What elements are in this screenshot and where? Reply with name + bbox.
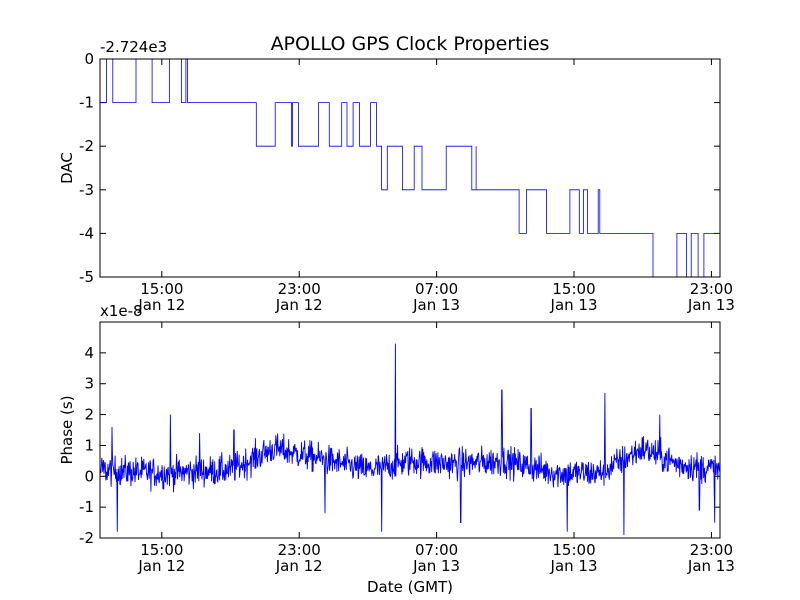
dac-plot-frame <box>99 58 721 278</box>
phase-y-axis-label: Phase (s) <box>58 395 76 464</box>
phase-x-tick-date: Jan 13 <box>550 557 598 575</box>
chart-title: APOLLO GPS Clock Properties <box>271 33 550 55</box>
dac-x-tick-date: Jan 13 <box>550 296 598 314</box>
dac-x-tick-date: Jan 13 <box>687 296 735 314</box>
dac-x-tick-date: Jan 13 <box>412 296 460 314</box>
phase-x-tick-date: Jan 13 <box>412 557 460 575</box>
dac-x-tick-time: 07:00 <box>415 280 458 298</box>
phase-x-tick-date: Jan 12 <box>275 557 323 575</box>
dac-x-tick-time: 15:00 <box>552 280 595 298</box>
phase-y-tick-label: -1 <box>79 498 94 516</box>
dac-x-tick-date: Jan 12 <box>137 296 185 314</box>
dac-x-tick-time: 23:00 <box>278 280 321 298</box>
phase-y-tick-label: 4 <box>84 344 94 362</box>
phase-y-tick-label: 2 <box>84 406 94 424</box>
dac-x-tick-time: 15:00 <box>140 280 183 298</box>
phase-y-tick-label: 1 <box>84 436 94 454</box>
phase-offset-label: x1e-8 <box>100 302 143 320</box>
phase-x-tick-date: Jan 12 <box>137 557 185 575</box>
dac-y-tick-label: 0 <box>84 50 94 68</box>
dac-series <box>100 58 721 278</box>
dac-y-tick-label: -1 <box>79 94 94 112</box>
dac-x-tick-time: 23:00 <box>690 280 733 298</box>
dac-line <box>100 58 721 278</box>
phase-x-tick-date: Jan 13 <box>687 557 735 575</box>
phase-line <box>99 343 721 535</box>
dac-x-tick-date: Jan 12 <box>275 296 323 314</box>
phase-x-tick-time: 23:00 <box>278 541 321 559</box>
dac-y-tick-label: -4 <box>79 224 94 242</box>
dac-y-tick-label: -2 <box>79 137 94 155</box>
phase-series <box>99 343 721 535</box>
phase-y-tick-label: 0 <box>84 467 94 485</box>
dac-offset-label: -2.724e3 <box>100 38 167 56</box>
dac-y-tick-label: -5 <box>79 268 94 286</box>
dac-y-tick-label: -3 <box>79 181 94 199</box>
phase-y-tick-label: -2 <box>79 529 94 547</box>
phase-y-tick-label: 3 <box>84 375 94 393</box>
phase-x-tick-time: 07:00 <box>415 541 458 559</box>
phase-x-tick-time: 23:00 <box>690 541 733 559</box>
dac-y-axis-label: DAC <box>58 152 76 184</box>
phase-x-axis-label: Date (GMT) <box>367 578 453 596</box>
phase-x-tick-time: 15:00 <box>552 541 595 559</box>
phase-plot-frame <box>99 321 721 539</box>
phase-x-tick-time: 15:00 <box>140 541 183 559</box>
